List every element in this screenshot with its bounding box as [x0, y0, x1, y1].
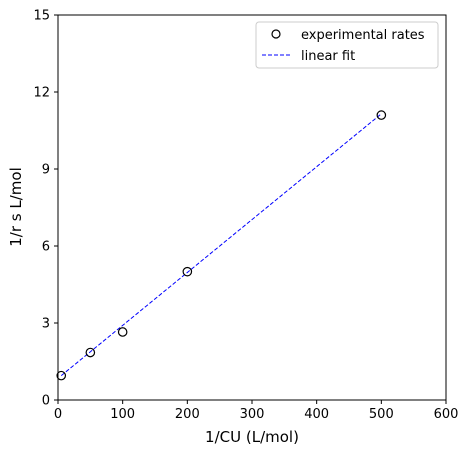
y-tick-label: 3 [42, 317, 50, 332]
data-point [376, 110, 387, 120]
y-tick-label: 0 [42, 394, 50, 409]
data-point [182, 266, 193, 277]
y-axis-label: 1/r s L/mol [7, 167, 25, 246]
plot-area [58, 15, 446, 400]
x-axis-ticks: 0 100 200 300 400 500 600 [54, 400, 459, 422]
legend: experimental rates linear fit [255, 21, 439, 69]
y-tick-label: 6 [42, 240, 50, 255]
data-points-layer [56, 110, 387, 381]
x-tick-label: 0 [54, 407, 62, 422]
legend-box [255, 21, 439, 69]
x-tick-label: 100 [110, 407, 135, 422]
linear-fit-line [60, 113, 382, 377]
x-tick-label: 600 [434, 407, 459, 422]
y-tick-label: 9 [42, 163, 50, 178]
x-tick-label: 300 [240, 407, 265, 422]
x-tick-label: 400 [304, 407, 329, 422]
x-tick-label: 200 [175, 407, 200, 422]
y-tick-label: 12 [33, 86, 50, 101]
legend-label-experimental-rates: experimental rates [301, 28, 425, 43]
data-point [85, 347, 96, 358]
legend-label-linear-fit: linear fit [301, 49, 355, 64]
x-axis-label: 1/CU (L/mol) [205, 428, 299, 446]
y-axis-ticks: 0 3 6 9 12 15 [33, 9, 58, 409]
legend-marker-experimental-rates [271, 29, 281, 39]
x-tick-label: 500 [369, 407, 394, 422]
data-point [56, 370, 67, 381]
y-tick-label: 15 [33, 9, 50, 24]
data-point [117, 327, 128, 337]
fit-line-layer [60, 113, 382, 377]
